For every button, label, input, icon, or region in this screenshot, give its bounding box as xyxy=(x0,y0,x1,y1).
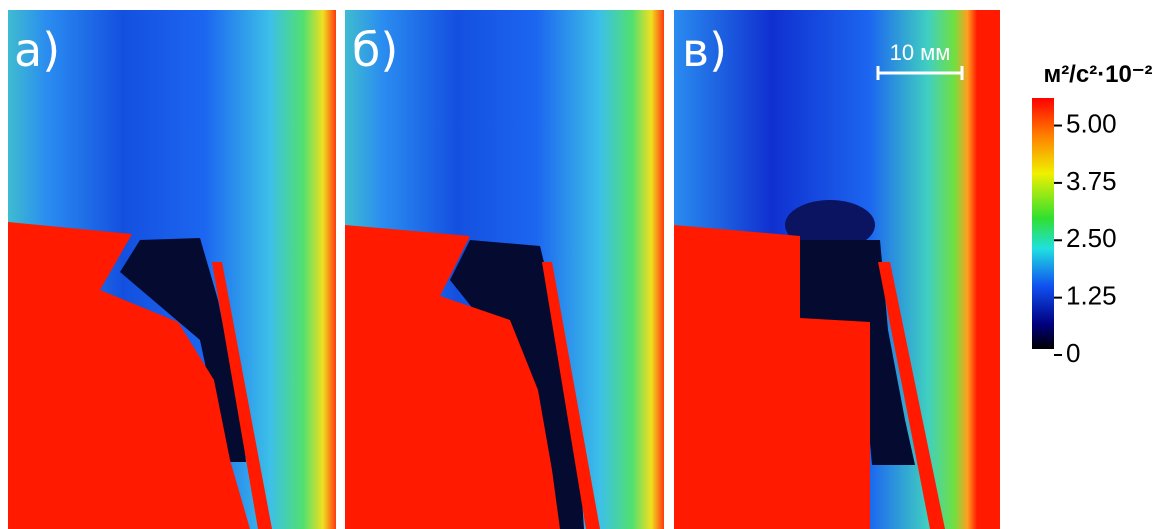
panel-a: а) xyxy=(8,10,336,529)
body xyxy=(345,225,560,529)
body xyxy=(8,222,250,529)
colorbar-tick-label: 5.00 xyxy=(1066,108,1117,138)
vortex xyxy=(785,200,875,250)
strip xyxy=(212,262,272,529)
scale-bar-label: 10 мм xyxy=(890,40,951,65)
body xyxy=(674,225,870,529)
panel-b: б) xyxy=(345,10,664,529)
panel-label: в) xyxy=(682,23,727,77)
strip xyxy=(542,262,600,529)
colorbar-tick-label: 0 xyxy=(1066,338,1080,368)
panel-label: б) xyxy=(352,23,398,77)
wake xyxy=(800,240,915,465)
strip xyxy=(878,262,945,529)
colorbar: м²/с²·10⁻² 0 1.25 2.50 3.75 5.00 xyxy=(1032,61,1153,368)
colorbar-title: м²/с²·10⁻² xyxy=(1043,61,1152,88)
colorbar-tick-label: 2.50 xyxy=(1066,223,1117,253)
colorbar-gradient xyxy=(1032,98,1054,349)
colorbar-tick-label: 3.75 xyxy=(1066,166,1117,196)
panel-c: в) 10 мм xyxy=(674,10,1000,529)
colorbar-tick-label: 1.25 xyxy=(1066,281,1117,311)
panel-label: а) xyxy=(14,23,60,77)
